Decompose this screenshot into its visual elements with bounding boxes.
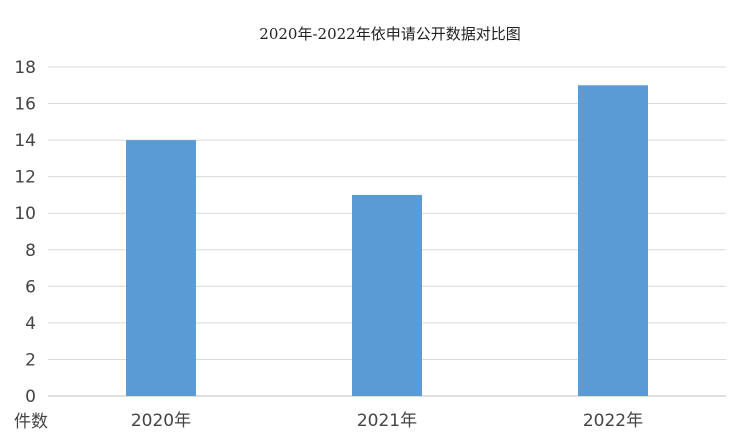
y-tick-label: 2 [25,350,36,370]
y-tick-label: 12 [14,168,36,188]
y-tick-label: 14 [14,131,36,151]
x-axis-tick-labels: 2020年 2021年 2022年 [131,411,643,431]
y-tick-label: 6 [25,277,36,297]
y-tick-label: 18 [14,58,36,78]
x-tick-label: 2021年 [357,411,417,431]
y-tick-label: 16 [14,95,36,115]
chart-title: 2020年-2022年依申请公开数据对比图 [259,25,520,43]
y-axis-tick-labels: 0 2 4 6 8 10 12 14 16 18 [14,58,36,407]
y-tick-label: 8 [25,241,36,261]
x-tick-label: 2022年 [583,411,643,431]
bar-3 [578,85,648,397]
bar-2 [352,194,422,396]
x-tick-label: 2020年 [131,411,191,431]
bar-1 [126,140,196,396]
y-tick-label: 10 [14,204,36,224]
y-tick-label: 4 [25,314,36,334]
y-axis-label: 件数 [14,412,48,432]
y-tick-label: 0 [25,387,36,407]
bars [126,85,648,397]
